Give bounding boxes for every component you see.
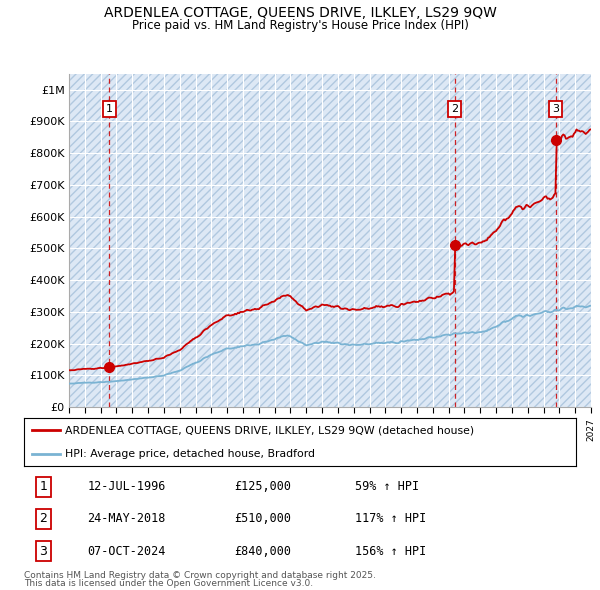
Text: 2002: 2002: [191, 418, 200, 441]
Text: 2020: 2020: [476, 418, 485, 441]
Text: £510,000: £510,000: [234, 512, 291, 526]
Text: 1996: 1996: [96, 418, 105, 441]
Text: 2022: 2022: [508, 418, 517, 441]
Text: ARDENLEA COTTAGE, QUEENS DRIVE, ILKLEY, LS29 9QW: ARDENLEA COTTAGE, QUEENS DRIVE, ILKLEY, …: [104, 6, 496, 20]
Text: 2015: 2015: [397, 418, 406, 441]
Text: 1994: 1994: [64, 418, 73, 441]
Text: 3: 3: [40, 545, 47, 558]
Text: 2000: 2000: [160, 418, 169, 441]
Text: This data is licensed under the Open Government Licence v3.0.: This data is licensed under the Open Gov…: [24, 579, 313, 588]
Text: 2009: 2009: [302, 418, 311, 441]
Text: 1: 1: [40, 480, 47, 493]
Text: 07-OCT-2024: 07-OCT-2024: [88, 545, 166, 558]
Text: 2021: 2021: [491, 418, 500, 441]
Text: 2003: 2003: [207, 418, 216, 441]
Text: 1: 1: [106, 104, 113, 114]
Text: 1997: 1997: [112, 418, 121, 441]
Text: ARDENLEA COTTAGE, QUEENS DRIVE, ILKLEY, LS29 9QW (detached house): ARDENLEA COTTAGE, QUEENS DRIVE, ILKLEY, …: [65, 425, 475, 435]
Text: 2: 2: [451, 104, 458, 114]
Text: 2014: 2014: [381, 418, 390, 441]
Text: 3: 3: [552, 104, 559, 114]
Text: Price paid vs. HM Land Registry's House Price Index (HPI): Price paid vs. HM Land Registry's House …: [131, 19, 469, 32]
Text: 2008: 2008: [286, 418, 295, 441]
Text: 2025: 2025: [555, 418, 564, 441]
Text: 2019: 2019: [460, 418, 469, 441]
Text: 2006: 2006: [254, 418, 263, 441]
Text: 1998: 1998: [128, 418, 137, 441]
Text: 2023: 2023: [523, 418, 532, 441]
Text: 2018: 2018: [444, 418, 453, 441]
Text: £840,000: £840,000: [234, 545, 291, 558]
Text: £125,000: £125,000: [234, 480, 291, 493]
Text: 2024: 2024: [539, 418, 548, 441]
Text: 1999: 1999: [143, 418, 152, 441]
Text: 2027: 2027: [586, 418, 595, 441]
Text: Contains HM Land Registry data © Crown copyright and database right 2025.: Contains HM Land Registry data © Crown c…: [24, 571, 376, 579]
Text: 2017: 2017: [428, 418, 437, 441]
Text: 2007: 2007: [270, 418, 279, 441]
Text: 117% ↑ HPI: 117% ↑ HPI: [355, 512, 427, 526]
Text: 2010: 2010: [317, 418, 326, 441]
Text: 2016: 2016: [412, 418, 421, 441]
Text: 2001: 2001: [175, 418, 184, 441]
Text: 24-MAY-2018: 24-MAY-2018: [88, 512, 166, 526]
Text: 12-JUL-1996: 12-JUL-1996: [88, 480, 166, 493]
Bar: [69, 74, 591, 407]
Text: 2013: 2013: [365, 418, 374, 441]
Text: 156% ↑ HPI: 156% ↑ HPI: [355, 545, 427, 558]
Text: 2: 2: [40, 512, 47, 526]
Text: 2004: 2004: [223, 418, 232, 441]
Text: 1995: 1995: [80, 418, 89, 441]
Text: HPI: Average price, detached house, Bradford: HPI: Average price, detached house, Brad…: [65, 448, 316, 458]
Text: 2011: 2011: [334, 418, 343, 441]
Text: 59% ↑ HPI: 59% ↑ HPI: [355, 480, 419, 493]
Text: 2012: 2012: [349, 418, 358, 441]
Text: 2005: 2005: [238, 418, 247, 441]
Text: 2026: 2026: [571, 418, 580, 441]
